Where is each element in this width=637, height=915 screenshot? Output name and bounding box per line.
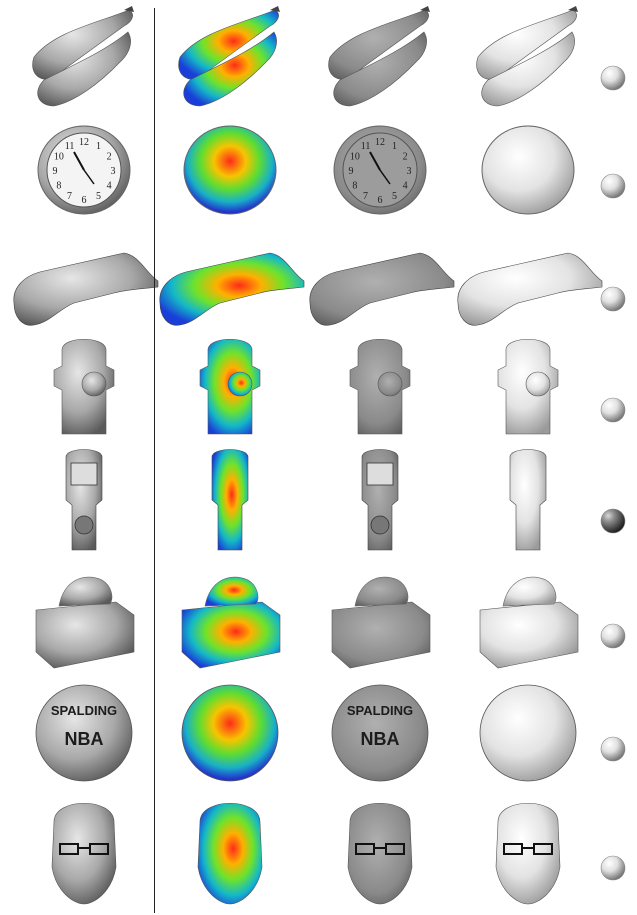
clock-numeral: 12	[375, 137, 385, 148]
clock-numeral: 6	[378, 195, 383, 206]
ball-brand-text: SPALDING	[51, 703, 117, 718]
tissue-box-input-image	[35, 576, 135, 669]
fire-hydrant-input-image	[53, 339, 115, 435]
tissue-box-albedo-image	[331, 576, 431, 669]
tissue-box-depth-image	[181, 576, 281, 669]
clock-numeral: 10	[350, 152, 360, 163]
wall-clock-lighting-sphere	[600, 173, 626, 199]
fire-hydrant-lighting-sphere	[600, 397, 626, 423]
banana-bunch-shading-image	[476, 6, 578, 107]
parking-meter-depth-image	[211, 449, 249, 551]
parking-meter-albedo-image	[361, 449, 399, 551]
ball-league-text: NBA	[65, 729, 104, 749]
ball-brand-text: SPALDING	[347, 703, 413, 718]
face-depth-image	[197, 803, 263, 905]
wall-clock-shading-image	[481, 125, 575, 215]
face-albedo-image	[347, 803, 413, 905]
fire-hydrant-shading-image	[497, 339, 559, 435]
basketball-shading-image	[479, 684, 577, 782]
clock-numeral: 4	[403, 181, 408, 192]
glue-gun-shading-image	[457, 252, 603, 326]
clock-numeral: 1	[392, 141, 397, 152]
clock-numeral: 4	[107, 181, 112, 192]
banana-bunch-albedo-image	[328, 6, 430, 107]
face-lighting-sphere	[600, 855, 626, 881]
glue-gun-lighting-sphere	[600, 286, 626, 312]
face-shading-image	[495, 803, 561, 905]
banana-bunch-depth-image	[178, 6, 280, 107]
clock-numeral: 2	[403, 152, 408, 163]
wall-clock-depth-image	[183, 125, 277, 215]
clock-numeral: 3	[407, 166, 412, 177]
clock-numeral: 9	[349, 166, 354, 177]
banana-bunch-lighting-sphere	[600, 65, 626, 91]
clock-numeral: 8	[56, 181, 61, 192]
tissue-box-shading-image	[479, 576, 579, 669]
parking-meter-shading-image	[509, 449, 547, 551]
basketball-depth-image	[181, 684, 279, 782]
clock-numeral: 12	[79, 137, 89, 148]
parking-meter-lighting-sphere	[600, 508, 626, 534]
banana-bunch-input-image	[32, 6, 134, 107]
clock-numeral: 10	[54, 152, 64, 163]
face-input-image	[51, 803, 117, 905]
fire-hydrant-albedo-image	[349, 339, 411, 435]
clock-numeral: 9	[53, 166, 58, 177]
basketball-input-image: SPALDING NBA	[35, 684, 133, 782]
fire-hydrant-depth-image	[199, 339, 261, 435]
clock-numeral: 5	[96, 191, 101, 202]
column-divider	[154, 8, 155, 913]
parking-meter-input-image	[65, 449, 103, 551]
clock-numeral: 8	[352, 181, 357, 192]
clock-numeral: 7	[67, 191, 72, 202]
clock-numeral: 3	[111, 166, 116, 177]
tissue-box-lighting-sphere	[600, 623, 626, 649]
glue-gun-albedo-image	[309, 252, 455, 326]
clock-numeral: 6	[82, 195, 87, 206]
glue-gun-depth-image	[159, 252, 305, 326]
basketball-albedo-image: SPALDING NBA	[331, 684, 429, 782]
clock-numeral: 11	[65, 141, 75, 152]
glue-gun-input-image	[13, 252, 159, 326]
basketball-lighting-sphere	[600, 736, 626, 762]
clock-numeral: 1	[96, 141, 101, 152]
clock-numeral: 2	[107, 152, 112, 163]
clock-numeral: 11	[361, 141, 371, 152]
ball-league-text: NBA	[361, 729, 400, 749]
clock-numeral: 5	[392, 191, 397, 202]
clock-numeral: 7	[363, 191, 368, 202]
